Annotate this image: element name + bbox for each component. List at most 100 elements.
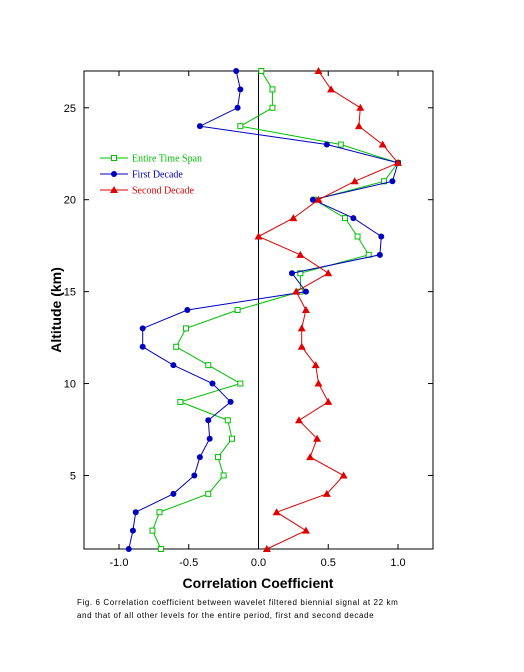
data-point	[314, 195, 323, 203]
x-tick-label: 0.0	[251, 557, 266, 569]
data-point	[322, 489, 331, 497]
data-point	[132, 509, 139, 516]
data-point	[258, 68, 265, 74]
data-point	[350, 215, 357, 222]
data-point	[337, 141, 344, 148]
data-point	[306, 453, 315, 461]
data-point	[296, 250, 305, 258]
legend-swatch-marker	[111, 155, 117, 161]
data-point	[297, 342, 306, 350]
data-point	[301, 306, 310, 313]
x-tick-label: -1.0	[110, 557, 129, 569]
data-point	[227, 398, 234, 405]
figure-caption: Fig. 6 Correlation coefficient between w…	[77, 598, 477, 620]
data-point	[224, 417, 231, 424]
data-point	[206, 435, 213, 442]
data-point	[378, 233, 385, 240]
data-point	[254, 232, 263, 240]
data-point	[294, 416, 303, 424]
data-point	[177, 398, 184, 405]
y-tick-label: 15	[64, 287, 76, 299]
data-point	[170, 362, 177, 369]
legend-label: Entire Time Span	[132, 154, 202, 165]
data-point	[292, 287, 301, 295]
data-point	[297, 324, 306, 332]
data-point	[205, 490, 212, 497]
data-point	[324, 397, 333, 405]
data-point	[139, 325, 146, 332]
data-point	[237, 380, 244, 387]
data-point	[139, 343, 146, 350]
data-point	[389, 178, 396, 185]
y-axis-title: Altitude (km)	[48, 267, 64, 353]
data-point	[125, 546, 132, 552]
data-point	[184, 307, 191, 313]
data-point	[205, 417, 212, 424]
data-point	[323, 141, 330, 148]
data-point	[234, 307, 241, 313]
data-point	[354, 122, 363, 130]
y-tick-label: 10	[64, 379, 76, 391]
legend-label: First Decade	[132, 170, 183, 181]
data-point	[302, 288, 309, 295]
data-point	[314, 67, 323, 74]
y-tick-label: 20	[64, 195, 76, 207]
data-point	[233, 68, 240, 74]
x-tick-label: 0.5	[321, 557, 336, 569]
data-point	[378, 140, 387, 148]
data-point	[354, 233, 361, 240]
caption-line-2: and that of all other levels for the ent…	[77, 611, 375, 620]
legend-swatch-marker	[110, 186, 118, 193]
data-point	[173, 343, 180, 350]
y-tick-label: 5	[70, 470, 76, 482]
x-tick-label: -0.5	[179, 557, 198, 569]
data-point	[327, 85, 336, 93]
data-point	[350, 177, 359, 185]
series-layer	[125, 67, 402, 552]
data-point	[205, 362, 212, 369]
data-point	[313, 434, 322, 442]
data-point	[289, 214, 298, 222]
data-point	[215, 454, 222, 461]
data-point	[311, 361, 320, 369]
data-point	[129, 527, 136, 534]
x-axis-ticks: -1.0 -0.5 0.0 0.5 1.0	[110, 71, 406, 569]
data-point	[394, 158, 402, 166]
data-point	[309, 196, 316, 203]
series-2	[254, 67, 402, 552]
series-1	[125, 68, 401, 552]
data-point	[269, 86, 276, 93]
data-point	[196, 123, 203, 130]
series-line	[128, 70, 399, 550]
data-point	[191, 472, 198, 479]
data-point	[314, 379, 323, 387]
data-point	[220, 472, 227, 479]
data-point	[324, 269, 333, 277]
data-point	[196, 454, 203, 461]
data-point	[288, 270, 295, 277]
data-point	[209, 380, 216, 387]
data-point	[272, 508, 281, 516]
data-point	[341, 215, 348, 222]
data-point	[262, 545, 271, 552]
data-point	[182, 325, 189, 332]
data-point	[297, 270, 304, 277]
x-tick-label: 1.0	[390, 557, 405, 569]
data-point	[149, 527, 156, 534]
data-point	[237, 86, 244, 93]
data-point	[376, 251, 383, 258]
data-point	[234, 104, 241, 111]
data-point	[269, 104, 276, 111]
legend-label: Second Decade	[132, 186, 194, 197]
data-point	[356, 103, 365, 111]
data-point	[381, 178, 388, 185]
data-point	[237, 123, 244, 130]
data-point	[156, 509, 163, 516]
legend-swatch-marker	[111, 171, 117, 177]
data-point	[170, 490, 177, 497]
data-point	[301, 526, 310, 534]
data-point	[228, 435, 235, 442]
y-tick-label: 25	[64, 103, 76, 115]
caption-line-1: Fig. 6 Correlation coefficient between w…	[77, 598, 399, 607]
